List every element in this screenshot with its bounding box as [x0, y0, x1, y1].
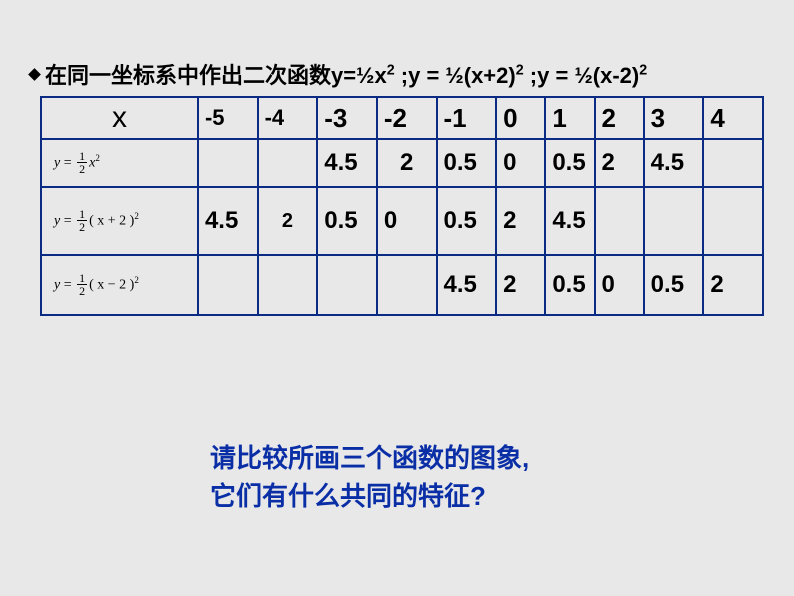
f1-c1 [258, 139, 318, 187]
f2-c0: 4.5 [198, 187, 258, 255]
f2-c3: 0 [377, 187, 437, 255]
f3-c0 [198, 255, 258, 315]
x-val-2: -3 [317, 97, 377, 139]
f1-exp: 2 [95, 153, 100, 163]
fraction-icon: 12 [77, 208, 87, 233]
f2-c4: 0.5 [437, 187, 497, 255]
q-line2b: ? [470, 481, 486, 511]
f3-c5: 2 [496, 255, 545, 315]
f1-expr: y = 12x2 [41, 139, 198, 187]
q-line2a: 它们有什么共同的特征 [210, 481, 470, 511]
x-val-9: 4 [703, 97, 763, 139]
f1-c3: 2 [377, 139, 437, 187]
f2-c5: 2 [496, 187, 545, 255]
f3-expr: y = 12( x − 2 )2 [41, 255, 198, 315]
f2-exp: 2 [134, 211, 139, 221]
table-row: y = 12x2 4.5 2 0.5 0 0.5 2 4.5 [41, 139, 763, 187]
f3-den: 2 [77, 285, 87, 297]
f2-c8 [644, 187, 704, 255]
f1-eq: = [60, 155, 75, 170]
f2-den: 2 [77, 221, 87, 233]
fraction-icon: 12 [77, 272, 87, 297]
title-row: 在同一坐标系中作出二次函数y=½x2 ;y = ½(x+2)2 ;y = ½(x… [30, 58, 647, 90]
f2-c9 [703, 187, 763, 255]
f2-c7 [595, 187, 644, 255]
q-line1b: , [522, 443, 529, 473]
f3-c4: 4.5 [437, 255, 497, 315]
title-prefix: 在同一坐标系中作出二次函数 [45, 63, 331, 88]
f3-c2 [317, 255, 377, 315]
q-line1a: 请比较所画三个函数的图象 [210, 443, 522, 473]
f1-c4: 0.5 [437, 139, 497, 187]
f3-c1 [258, 255, 318, 315]
x-val-5: 0 [496, 97, 545, 139]
x-val-7: 2 [595, 97, 644, 139]
f3-exp: 2 [134, 275, 139, 285]
f3-c9: 2 [703, 255, 763, 315]
f3-c7: 0 [595, 255, 644, 315]
bullet-diamond-icon [28, 68, 41, 81]
fraction-icon: 12 [77, 150, 87, 175]
value-table: x -5 -4 -3 -2 -1 0 1 2 3 4 y = 12x2 4.5 … [40, 96, 764, 316]
f2-expr: y = 12( x + 2 )2 [41, 187, 198, 255]
title-f2-exp: 2 [516, 63, 524, 79]
x-val-4: -1 [437, 97, 497, 139]
x-val-1: -4 [258, 97, 318, 139]
x-val-3: -2 [377, 97, 437, 139]
f1-num: 1 [77, 150, 87, 163]
f2-rhs: ( x + 2 ) [89, 213, 134, 228]
f3-rhs: ( x − 2 ) [89, 277, 134, 292]
f1-den: 2 [77, 163, 87, 175]
x-val-8: 3 [644, 97, 704, 139]
f2-eq: = [60, 213, 75, 228]
title-f3a: y = ½(x-2) [537, 63, 639, 88]
title-f1a: y=½x [331, 63, 387, 88]
f1-c7: 2 [595, 139, 644, 187]
f1-c2: 4.5 [317, 139, 377, 187]
x-val-0: -5 [198, 97, 258, 139]
f3-num: 1 [77, 272, 87, 285]
f3-c3 [377, 255, 437, 315]
title-f2a: y = ½(x+2) [408, 63, 516, 88]
f1-c6: 0.5 [545, 139, 594, 187]
f2-c2: 0.5 [317, 187, 377, 255]
f3-c6: 0.5 [545, 255, 594, 315]
f2-num: 1 [77, 208, 87, 221]
title-f3-exp: 2 [639, 63, 647, 79]
f1-c0 [198, 139, 258, 187]
x-val-6: 1 [545, 97, 594, 139]
f1-c8: 4.5 [644, 139, 704, 187]
f3-eq: = [60, 277, 75, 292]
title-text: 在同一坐标系中作出二次函数y=½x2 ;y = ½(x+2)2 ;y = ½(x… [45, 58, 647, 90]
table-row: y = 12( x − 2 )2 4.5 2 0.5 0 0.5 2 [41, 255, 763, 315]
table-header-row: x -5 -4 -3 -2 -1 0 1 2 3 4 [41, 97, 763, 139]
title-sep2: ; [524, 63, 537, 88]
f2-c6: 4.5 [545, 187, 594, 255]
f1-c9 [703, 139, 763, 187]
title-sep1: ; [395, 63, 408, 88]
f2-c1: 2 [258, 187, 318, 255]
question-text: 请比较所画三个函数的图象, 它们有什么共同的特征? [210, 440, 529, 515]
x-label-cell: x [41, 97, 198, 139]
title-f1-exp: 2 [387, 63, 395, 79]
f3-c8: 0.5 [644, 255, 704, 315]
table-row: y = 12( x + 2 )2 4.5 2 0.5 0 0.5 2 4.5 [41, 187, 763, 255]
f1-c5: 0 [496, 139, 545, 187]
